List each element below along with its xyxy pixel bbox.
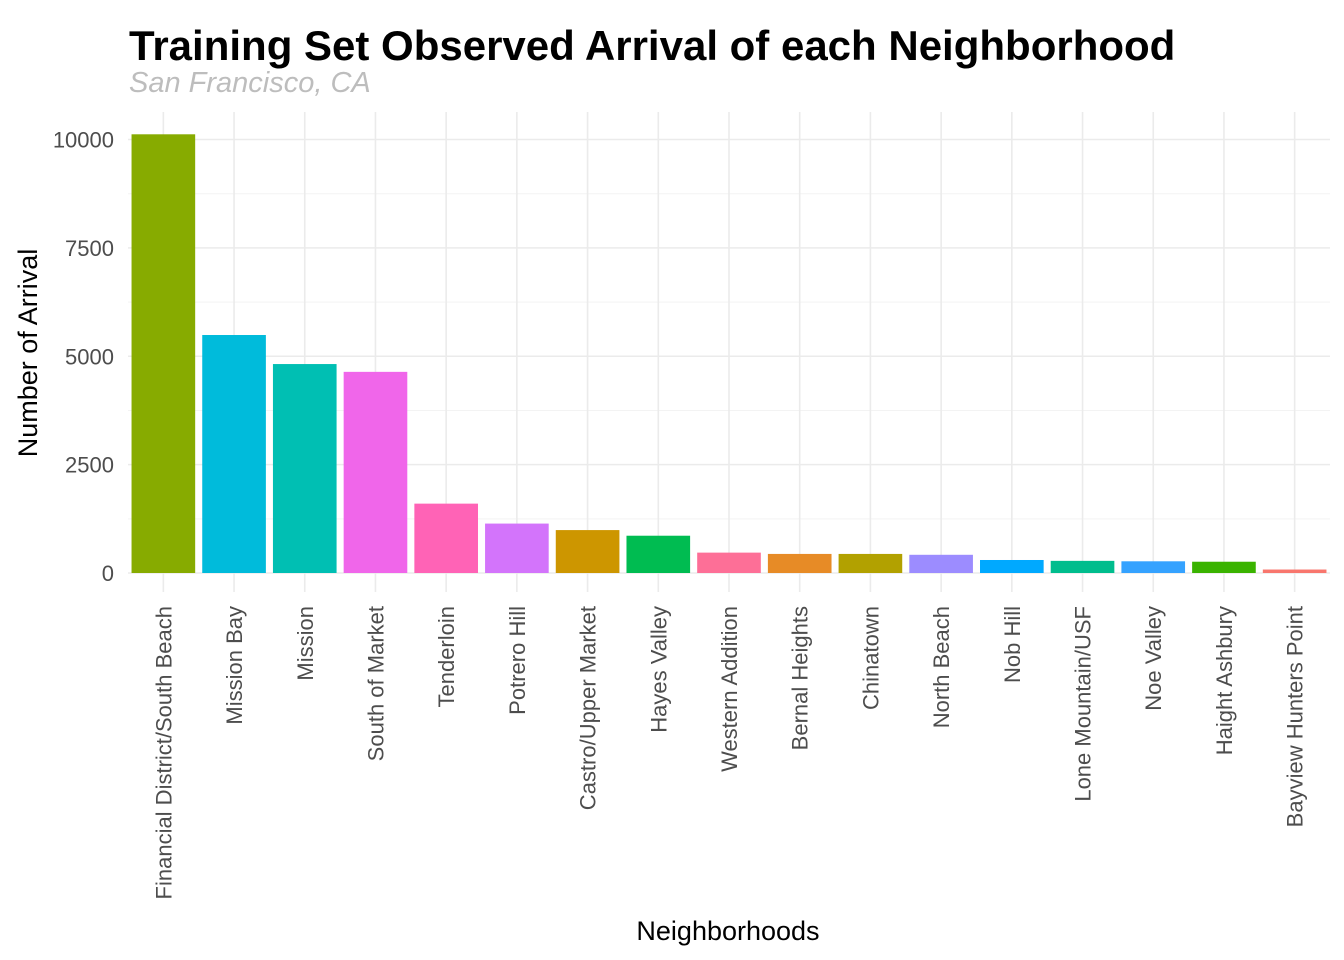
bar	[838, 553, 903, 573]
x-tick-label: Haight Ashbury	[1212, 606, 1237, 755]
y-axis-ticks: 0 2500 5000 7500 10000	[53, 128, 114, 587]
x-tick-label: Chinatown	[858, 606, 883, 710]
x-axis-ticks: Financial District/South Beach Mission Ba…	[151, 606, 1307, 899]
x-axis-title: Neighborhoods	[636, 916, 819, 946]
x-tick-label: Tenderloin	[434, 606, 459, 708]
bar	[909, 554, 973, 573]
x-tick-label: Castro/Upper Market	[576, 606, 601, 810]
x-tick-label: Potrero Hill	[505, 606, 530, 715]
x-tick-label: Nob Hill	[1000, 606, 1025, 683]
bar	[131, 134, 196, 573]
y-tick-label: 5000	[65, 344, 114, 369]
bar	[980, 559, 1044, 573]
x-tick-label: South of Market	[363, 606, 388, 761]
bar	[1192, 561, 1256, 573]
x-tick-label: North Beach	[929, 606, 954, 728]
bar	[767, 553, 832, 573]
bar	[697, 552, 761, 573]
bar	[485, 523, 549, 573]
x-tick-label: Financial District/South Beach	[151, 606, 176, 899]
bar	[555, 530, 620, 573]
bar	[343, 371, 408, 573]
y-tick-label: 2500	[65, 453, 114, 478]
x-tick-label: Bernal Heights	[788, 606, 813, 750]
bar	[1262, 569, 1327, 573]
x-tick-label: Mission	[293, 606, 318, 681]
bar	[1121, 561, 1186, 573]
x-tick-label: Lone Mountain/USF	[1071, 606, 1096, 802]
bar	[202, 335, 266, 573]
bars	[131, 134, 1327, 573]
y-tick-label: 0	[102, 561, 114, 586]
x-tick-label: Western Addition	[717, 606, 742, 772]
bar	[626, 535, 691, 573]
x-tick-label: Mission Bay	[222, 606, 247, 725]
y-tick-label: 10000	[53, 128, 114, 153]
x-tick-label: Noe Valley	[1141, 606, 1166, 711]
chart-title: Training Set Observed Arrival of each Ne…	[129, 22, 1175, 69]
bar	[1050, 560, 1115, 573]
bar	[272, 364, 337, 573]
y-tick-label: 7500	[65, 236, 114, 261]
y-axis-title: Number of Arrival	[13, 249, 43, 458]
x-tick-label: Bayview Hunters Point	[1283, 606, 1308, 827]
chart-subtitle: San Francisco, CA	[129, 67, 371, 99]
bar	[414, 503, 478, 573]
x-tick-label: Hayes Valley	[646, 606, 671, 733]
